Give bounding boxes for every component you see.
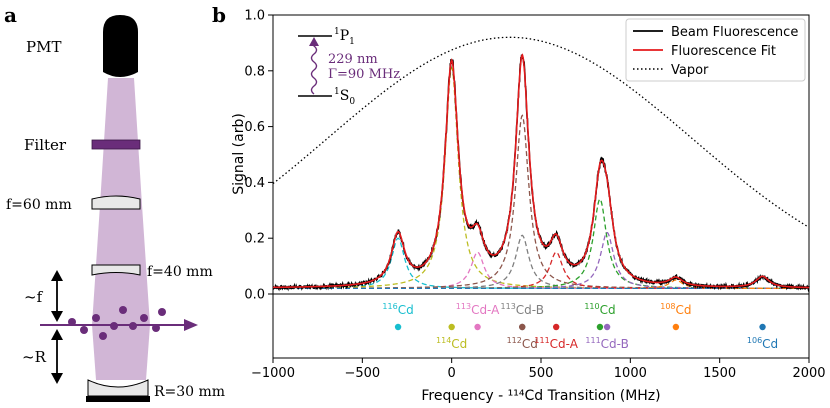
isotope-dot-116Cd xyxy=(394,323,402,331)
fluorescence-fit-curve xyxy=(272,53,809,289)
x-axis-label: Frequency - ¹¹⁴Cd Transition (MHz) xyxy=(421,388,660,404)
mirror-label: R=30 mm xyxy=(154,384,225,400)
atom-dot xyxy=(92,314,100,322)
isotope-dot-114Cd xyxy=(448,323,455,331)
isotope-label-106Cd: 106Cd xyxy=(747,336,778,351)
x-tick-label: 2000 xyxy=(792,366,825,381)
isotope-dot-113Cd-A xyxy=(474,323,481,331)
mirror-backing xyxy=(86,396,150,402)
lower-level-label: 1S0 xyxy=(334,87,355,107)
panel-a-label: a xyxy=(4,3,17,27)
component-curve-106Cd xyxy=(273,276,809,290)
distance-f-label: ~f xyxy=(24,288,44,306)
legend-vapor: Vapor xyxy=(671,63,709,78)
arrow-down-icon xyxy=(51,311,63,322)
isotope-dot-106Cd xyxy=(759,323,766,331)
y-tick-label: 0.2 xyxy=(244,232,265,247)
legend-box xyxy=(625,18,806,82)
atom-dot xyxy=(119,306,127,314)
component-curve-113Cd-A xyxy=(273,251,809,290)
atom-dot xyxy=(99,332,107,340)
x-tick-label: 500 xyxy=(529,366,554,381)
atom-dot xyxy=(140,314,148,322)
filter-icon xyxy=(91,139,141,150)
isotope-dot-110Cd xyxy=(596,323,604,331)
wavelength-label: 229 nm xyxy=(328,52,378,67)
atom-dot xyxy=(68,318,76,326)
y-tick-label: 1.0 xyxy=(244,9,265,24)
lens-60mm-icon xyxy=(91,195,141,210)
lens-40mm-icon xyxy=(91,264,141,276)
atom-dot xyxy=(80,326,88,334)
atom-dot xyxy=(158,308,166,316)
atomic-beam-arrowhead-icon xyxy=(184,319,198,331)
x-tick-label: 1000 xyxy=(614,366,647,381)
component-curve-111Cd-A xyxy=(273,251,809,290)
arrow-up-icon xyxy=(51,270,63,281)
x-tick-label: 1500 xyxy=(703,366,736,381)
mirror-icon xyxy=(87,379,149,397)
legend-fluorescence-fit: Fluorescence Fit xyxy=(671,44,776,59)
pmt-label: PMT xyxy=(26,38,61,56)
arrow-down-icon xyxy=(51,373,63,384)
x-axis-ticks: −1000 −500 0 500 1000 1500 2000 xyxy=(251,358,826,381)
atom-dot xyxy=(129,322,137,330)
upper-level-label: 1P1 xyxy=(334,27,355,47)
atoms xyxy=(68,306,166,340)
x-tick-label: 0 xyxy=(448,366,456,381)
transition-wave xyxy=(310,42,318,95)
lens-40mm-label: f=40 mm xyxy=(147,264,213,280)
isotope-label-113Cd-B: 113Cd-B xyxy=(501,302,544,317)
lens-60mm-label: f=60 mm xyxy=(6,197,72,213)
isotope-label-116Cd: 116Cd xyxy=(382,302,413,317)
y-tick-label: 0.8 xyxy=(244,64,265,79)
isotope-label-113Cd-A: 113Cd-A xyxy=(456,302,500,317)
curves xyxy=(272,36,810,293)
x-tick-label: −1000 xyxy=(251,366,295,381)
atom-dot xyxy=(152,324,160,332)
component-curve-112Cd xyxy=(273,114,809,289)
isotope-dot-112Cd xyxy=(519,323,526,331)
beam-fluorescence-curve xyxy=(272,54,810,293)
isotope-label-114Cd: 114Cd xyxy=(436,336,467,351)
arrow-up-icon xyxy=(51,329,63,340)
y-axis-label: Signal (arb) xyxy=(231,113,247,195)
y-tick-label: 0.4 xyxy=(244,176,265,191)
legend: Beam Fluorescence Fluorescence Fit Vapor xyxy=(625,18,806,82)
isotope-label-108Cd: 108Cd xyxy=(660,302,691,317)
fluorescence-cone-lower xyxy=(92,325,150,380)
energy-level-inset: 1P1 1S0 229 nm Γ=90 MHz xyxy=(298,27,400,107)
y-axis-ticks: 0.0 0.2 0.4 0.6 0.8 1.0 xyxy=(244,9,273,303)
y-tick-label: 0.6 xyxy=(244,120,265,135)
isotope-dot-111Cd-B xyxy=(603,323,611,331)
isotope-label-111Cd-B: 111Cd-B xyxy=(585,336,628,351)
panel-b-label: b xyxy=(212,3,226,27)
isotope-dot-108Cd xyxy=(672,323,680,331)
linewidth-label: Γ=90 MHz xyxy=(328,67,400,82)
x-tick-label: −500 xyxy=(344,366,380,381)
atom-dot xyxy=(110,322,118,330)
filter-label: Filter xyxy=(24,136,67,154)
isotope-label-112Cd: 112Cd xyxy=(507,336,538,351)
distance-r-label: ~R xyxy=(22,348,47,366)
panel-a: a PMT Filter f=60 mm f=40 mm xyxy=(4,3,225,402)
vapor-curve xyxy=(272,36,810,228)
y-tick-label: 0.0 xyxy=(244,288,265,303)
legend-beam-fluorescence: Beam Fluorescence xyxy=(671,25,798,40)
component-curve-110Cd xyxy=(273,198,809,290)
isotope-label-110Cd: 110Cd xyxy=(584,302,615,317)
pmt-icon xyxy=(103,15,138,77)
isotope-dot-111Cd-A xyxy=(552,323,560,331)
transition-arrow-icon xyxy=(309,37,319,46)
isotope-label-111Cd-A: 111Cd-A xyxy=(534,336,578,351)
